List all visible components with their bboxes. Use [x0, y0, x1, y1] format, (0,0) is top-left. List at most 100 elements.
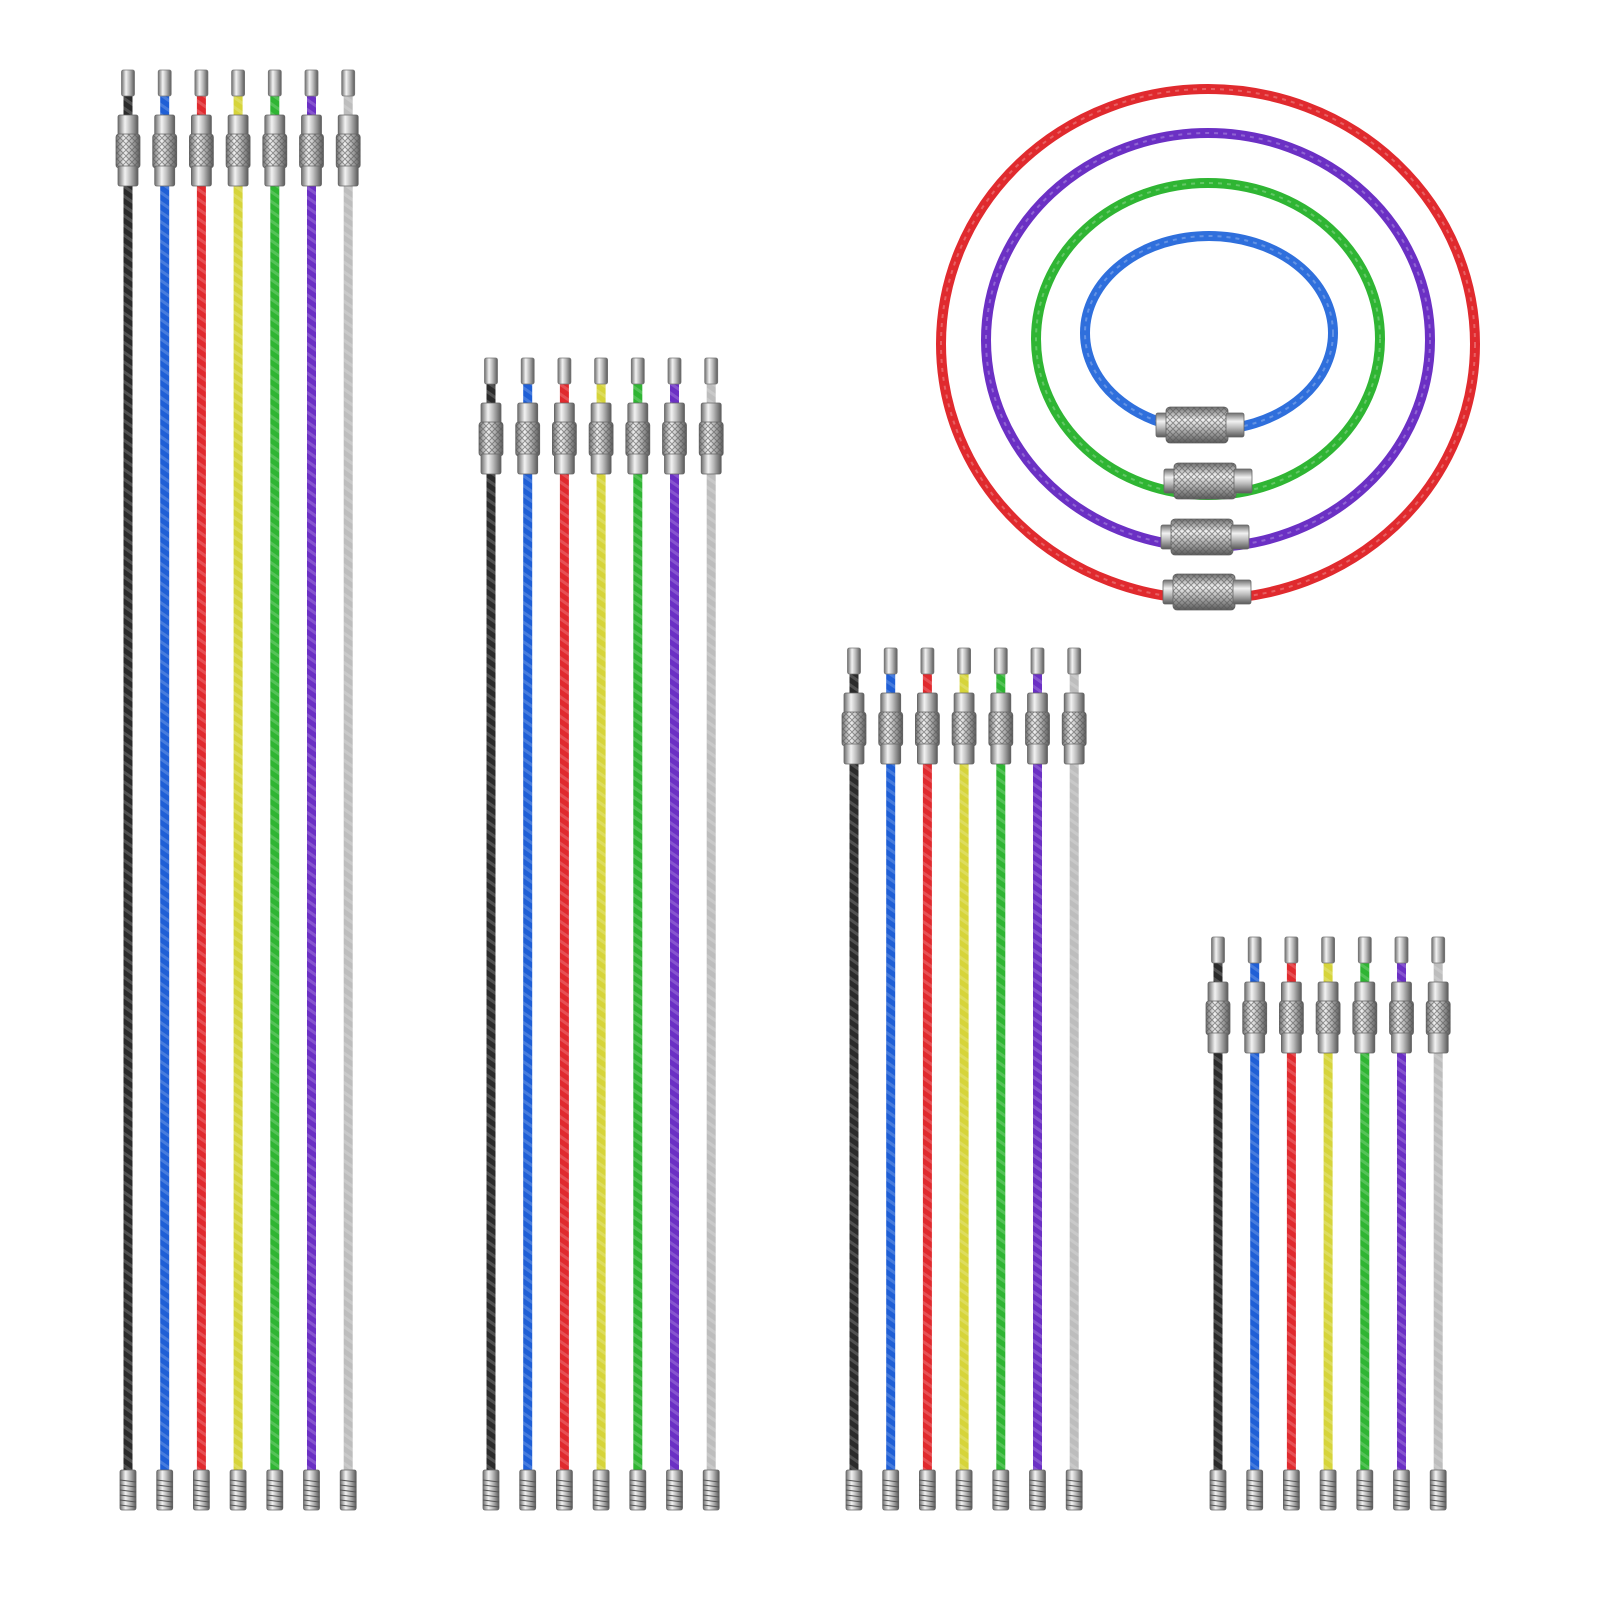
cable — [1025, 647, 1050, 1511]
sleeve-collar — [627, 453, 649, 475]
screw-cap — [667, 357, 682, 385]
screw-cap — [993, 647, 1008, 675]
sleeve-collar — [1427, 1032, 1449, 1054]
cable — [1425, 936, 1451, 1511]
screw-cap — [194, 69, 209, 97]
cable — [335, 69, 361, 1511]
sleeve-collar — [1244, 1032, 1266, 1054]
screw-cap — [267, 69, 282, 97]
cable — [188, 69, 214, 1511]
sleeve-collar — [880, 743, 902, 765]
cable-group — [841, 647, 1087, 1511]
cable-ring — [981, 128, 1435, 556]
screw-cap — [1321, 936, 1335, 964]
sleeve-collar — [480, 453, 502, 475]
sleeve-collar — [337, 165, 359, 187]
sleeve-collar — [1027, 743, 1048, 765]
screw-cap — [1030, 647, 1045, 675]
sleeve-collar — [264, 165, 286, 187]
cable — [1389, 936, 1414, 1511]
screw-cap — [341, 69, 356, 97]
cable — [878, 647, 904, 1511]
cable — [152, 69, 178, 1511]
ring-collar — [1233, 468, 1253, 494]
sleeve-collar — [1207, 1032, 1229, 1054]
cable-group — [478, 357, 724, 1511]
cable — [1315, 936, 1341, 1511]
sleeve-collar — [1391, 1032, 1412, 1054]
cable — [698, 357, 724, 1511]
screw-cap — [157, 69, 172, 97]
sleeve-collar — [843, 743, 865, 765]
screw-cap — [484, 357, 498, 385]
sleeve-collar — [1281, 1032, 1302, 1054]
cable — [841, 647, 867, 1511]
ring-collar — [1230, 524, 1250, 550]
cable — [515, 357, 541, 1511]
cable — [299, 69, 324, 1511]
screw-cap — [883, 647, 898, 675]
cable — [662, 357, 687, 1511]
sleeve-collar — [990, 743, 1012, 765]
cable — [915, 647, 940, 1511]
cable-ring — [1080, 231, 1338, 444]
screw-cap — [231, 69, 246, 97]
cable-group — [115, 69, 361, 1511]
screw-cap — [520, 357, 535, 385]
screw-cap — [594, 357, 608, 385]
sleeve-collar — [590, 453, 612, 475]
cable — [225, 69, 251, 1511]
sleeve-collar — [190, 165, 212, 187]
cable — [951, 647, 977, 1511]
screw-cap — [1284, 936, 1299, 964]
screw-cap — [847, 647, 861, 675]
cable — [478, 357, 504, 1511]
ring-wire — [1080, 231, 1338, 435]
cable — [588, 357, 614, 1511]
screw-cap — [1431, 936, 1446, 964]
cable — [1242, 936, 1268, 1511]
cable — [1061, 647, 1087, 1511]
screw-cap — [704, 357, 719, 385]
sleeve-collar — [154, 165, 176, 187]
screw-cap — [304, 69, 319, 97]
cable — [1352, 936, 1378, 1511]
screw-cap — [1247, 936, 1262, 964]
cable-group — [1205, 936, 1451, 1511]
screw-cap — [957, 647, 971, 675]
cable — [1279, 936, 1304, 1511]
ring-collar — [1232, 579, 1252, 605]
sleeve-collar — [1063, 743, 1085, 765]
screw-cap — [557, 357, 572, 385]
screw-cap — [920, 647, 935, 675]
cable — [262, 69, 288, 1511]
screw-cap — [1211, 936, 1225, 964]
ring-collar — [1225, 412, 1245, 438]
sleeve-collar — [917, 743, 938, 765]
cable-rings — [936, 84, 1480, 611]
sleeve-collar — [664, 453, 685, 475]
screw-cap — [630, 357, 645, 385]
sleeve-collar — [554, 453, 575, 475]
cable — [625, 357, 651, 1511]
cable-ring — [1031, 178, 1385, 500]
cable-ring — [936, 84, 1480, 611]
sleeve-collar — [227, 165, 249, 187]
straight-cables — [115, 69, 1451, 1511]
cable — [988, 647, 1014, 1511]
sleeve-collar — [953, 743, 975, 765]
cable — [115, 69, 141, 1511]
screw-cap — [121, 69, 135, 97]
sleeve-collar — [517, 453, 539, 475]
cable — [552, 357, 577, 1511]
sleeve-collar — [117, 165, 139, 187]
sleeve-collar — [1354, 1032, 1376, 1054]
screw-cap — [1357, 936, 1372, 964]
screw-cap — [1067, 647, 1082, 675]
sleeve-collar — [301, 165, 322, 187]
sleeve-collar — [700, 453, 722, 475]
cable — [1205, 936, 1231, 1511]
sleeve-collar — [1317, 1032, 1339, 1054]
screw-cap — [1394, 936, 1409, 964]
